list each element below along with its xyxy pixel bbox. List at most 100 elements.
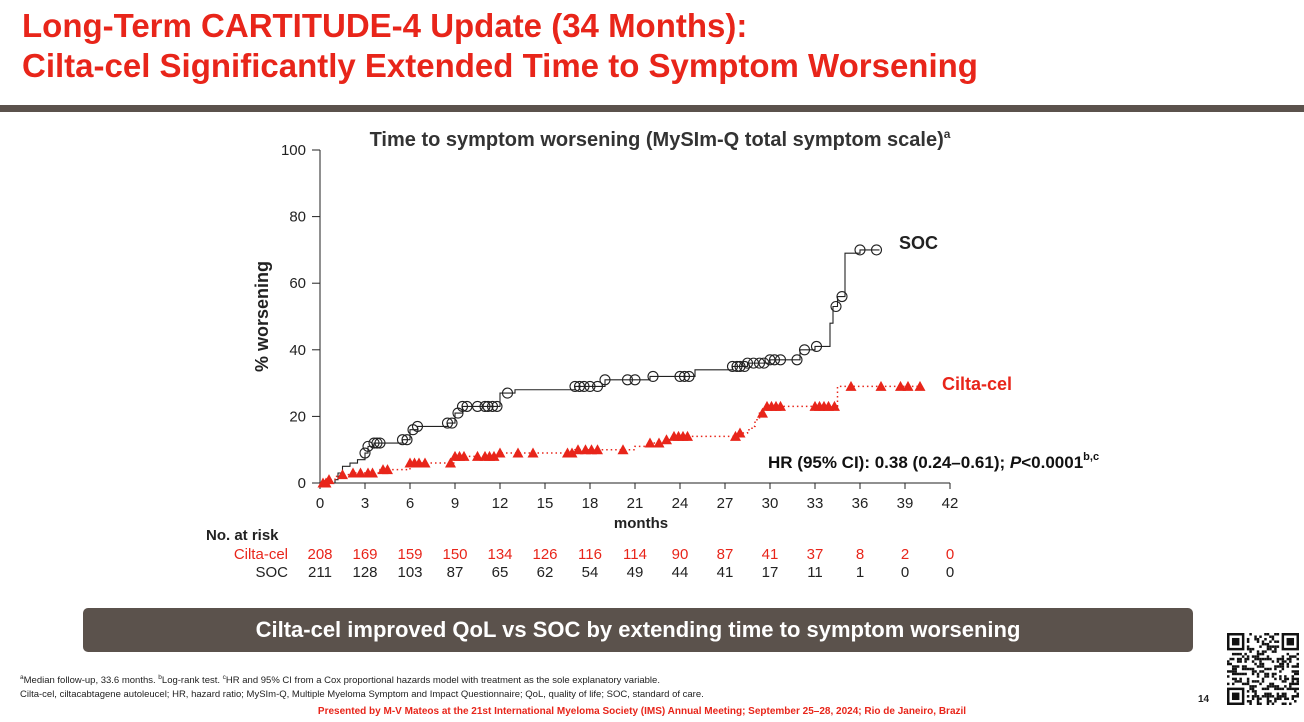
qr-module xyxy=(1259,660,1262,663)
qr-module xyxy=(1271,637,1275,641)
censor-mark-cilta-cel xyxy=(875,380,887,391)
qr-module xyxy=(1227,682,1230,686)
qr-module xyxy=(1271,635,1275,638)
qr-module xyxy=(1256,657,1260,661)
qr-module xyxy=(1284,697,1287,701)
qr-module xyxy=(1276,645,1280,648)
x-tick-label: 42 xyxy=(942,495,959,512)
qr-module xyxy=(1281,660,1285,663)
qr-module xyxy=(1256,700,1260,703)
x-tick-label: 27 xyxy=(717,495,734,512)
censor-mark-soc xyxy=(674,370,686,382)
qr-module xyxy=(1271,660,1275,663)
censor-mark-soc xyxy=(683,370,695,382)
qr-module xyxy=(1246,695,1250,698)
censor-mark-cilta-cel xyxy=(914,380,926,391)
qr-module xyxy=(1241,655,1245,658)
x-tick-label: 21 xyxy=(627,495,644,512)
qr-module xyxy=(1246,677,1250,681)
qr-module xyxy=(1281,657,1285,661)
qr-module xyxy=(1266,692,1270,696)
qr-module xyxy=(1231,672,1235,676)
qr-module xyxy=(1251,672,1255,676)
footnote-b-mark: b xyxy=(158,674,162,681)
risk-cell-cilta-cel: 37 xyxy=(806,546,824,563)
qr-module xyxy=(1236,652,1240,656)
qr-module xyxy=(1291,680,1295,683)
risk-cell-soc: 0 xyxy=(945,564,955,581)
qr-module xyxy=(1274,645,1277,648)
censor-mark-cilta-cel xyxy=(682,430,693,441)
qr-module xyxy=(1266,657,1270,661)
qr-module xyxy=(1261,662,1265,666)
qr-module xyxy=(1271,675,1275,678)
qr-module xyxy=(1254,685,1257,688)
qr-module xyxy=(1254,662,1257,666)
qr-module xyxy=(1227,660,1230,663)
qr-module xyxy=(1296,662,1299,666)
qr-module xyxy=(1294,665,1297,668)
qr-module xyxy=(1234,677,1237,681)
qr-module xyxy=(1286,652,1290,656)
qr-module xyxy=(1266,687,1270,691)
censor-mark-soc xyxy=(734,360,746,373)
censor-mark-cilta-cel xyxy=(419,457,431,468)
qr-module xyxy=(1274,700,1277,703)
censor-mark-soc xyxy=(578,380,590,392)
qr-module xyxy=(1251,695,1255,698)
censor-mark-cilta-cel xyxy=(445,457,456,468)
qr-module xyxy=(1239,677,1242,681)
censor-mark-cilta-cel xyxy=(367,467,378,478)
censor-mark-cilta-cel xyxy=(845,380,857,391)
footnote-a-mark: a xyxy=(20,674,24,681)
qr-module xyxy=(1239,660,1242,663)
censor-mark-soc xyxy=(647,370,659,382)
qr-module xyxy=(1276,665,1280,668)
qr-module xyxy=(1281,680,1285,683)
qr-module xyxy=(1291,682,1295,686)
qr-module xyxy=(1256,650,1260,653)
qr-module xyxy=(1279,662,1282,666)
censor-mark-soc xyxy=(629,374,641,386)
qr-module xyxy=(1234,667,1237,671)
qr-module xyxy=(1276,685,1280,688)
risk-cell-soc: 128 xyxy=(352,564,378,581)
qr-module xyxy=(1276,640,1280,643)
qr-module xyxy=(1229,670,1232,673)
risk-row-label-cilta-cel: Cilta-cel xyxy=(233,546,288,563)
x-tick-label: 0 xyxy=(316,495,324,512)
qr-module xyxy=(1269,645,1272,648)
risk-cell-soc: 41 xyxy=(716,564,734,581)
qr-module xyxy=(1281,695,1285,698)
qr-module xyxy=(1239,657,1242,661)
censor-mark-cilta-cel xyxy=(527,447,539,458)
censor-mark-soc xyxy=(830,300,842,313)
qr-module xyxy=(1284,660,1287,663)
y-axis-label: % worsening xyxy=(252,261,272,372)
x-tick-label: 9 xyxy=(451,495,459,512)
qr-module xyxy=(1284,680,1287,683)
qr-module xyxy=(1281,667,1285,671)
risk-cell-cilta-cel: 2 xyxy=(900,546,910,563)
qr-module xyxy=(1289,702,1292,705)
censor-mark-soc xyxy=(791,354,803,366)
qr-module xyxy=(1276,660,1280,663)
qr-code-icon[interactable] xyxy=(1227,633,1299,705)
qr-module xyxy=(1271,685,1275,688)
censor-mark-soc xyxy=(731,360,743,373)
x-tick-label: 18 xyxy=(582,495,599,512)
risk-cell-cilta-cel: 159 xyxy=(397,546,423,563)
qr-module xyxy=(1254,690,1257,693)
qr-module xyxy=(1274,647,1277,651)
qr-module xyxy=(1289,685,1292,688)
presenter-credit: Presented by M-V Mateos at the 21st Inte… xyxy=(0,706,1304,717)
qr-module xyxy=(1289,655,1292,658)
qr-module xyxy=(1284,675,1287,678)
qr-module xyxy=(1294,690,1297,693)
footnote-b: Log-rank test. xyxy=(161,675,221,687)
qr-module xyxy=(1296,692,1299,696)
qr-module xyxy=(1254,655,1257,658)
qr-module xyxy=(1249,667,1252,671)
qr-module xyxy=(1294,700,1297,703)
